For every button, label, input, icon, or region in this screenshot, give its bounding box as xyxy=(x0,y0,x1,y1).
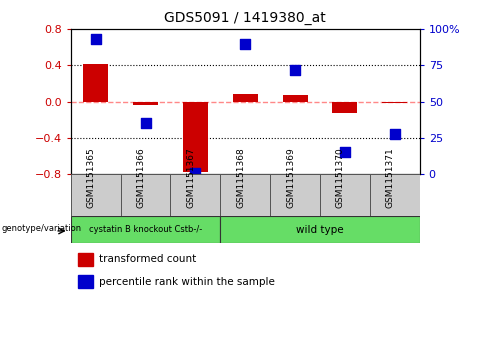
Text: GSM1151370: GSM1151370 xyxy=(336,147,345,208)
Point xyxy=(291,67,299,73)
Text: GSM1151366: GSM1151366 xyxy=(137,147,145,208)
Bar xyxy=(78,253,93,266)
Text: transformed count: transformed count xyxy=(99,254,196,264)
Text: genotype/variation: genotype/variation xyxy=(1,224,81,233)
Text: cystatin B knockout Cstb-/-: cystatin B knockout Cstb-/- xyxy=(89,225,202,234)
Bar xyxy=(83,64,108,102)
Bar xyxy=(121,174,170,216)
Title: GDS5091 / 1419380_at: GDS5091 / 1419380_at xyxy=(164,11,326,25)
Bar xyxy=(220,174,270,216)
Bar xyxy=(71,216,220,243)
Bar xyxy=(183,102,208,172)
Text: GSM1151365: GSM1151365 xyxy=(87,147,96,208)
Bar xyxy=(133,102,158,105)
Point xyxy=(191,170,199,176)
Bar xyxy=(270,174,320,216)
Point xyxy=(391,131,399,136)
Bar xyxy=(283,95,307,102)
Text: percentile rank within the sample: percentile rank within the sample xyxy=(99,277,275,287)
Bar xyxy=(320,174,370,216)
Text: GSM1151367: GSM1151367 xyxy=(186,147,195,208)
Text: GSM1151369: GSM1151369 xyxy=(286,147,295,208)
Bar xyxy=(71,174,121,216)
Text: GSM1151368: GSM1151368 xyxy=(236,147,245,208)
Bar xyxy=(370,174,420,216)
Bar xyxy=(78,275,93,288)
Bar xyxy=(220,216,420,243)
Point xyxy=(142,121,149,126)
Point xyxy=(242,41,249,46)
Bar xyxy=(382,102,407,103)
Point xyxy=(92,36,100,42)
Text: wild type: wild type xyxy=(296,225,344,234)
Point xyxy=(341,150,349,155)
Bar xyxy=(332,102,357,113)
Bar xyxy=(170,174,220,216)
Bar xyxy=(233,94,258,102)
Text: GSM1151371: GSM1151371 xyxy=(386,147,395,208)
